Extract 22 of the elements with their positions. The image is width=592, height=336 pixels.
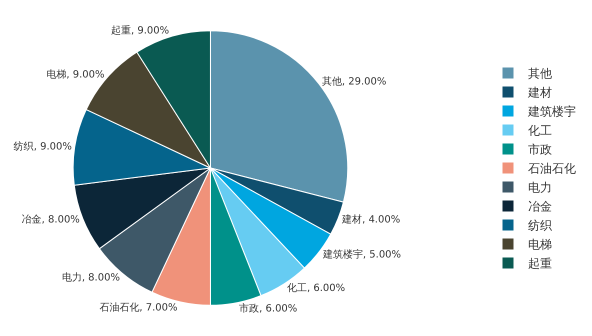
data-label: 纺织, 9.00%	[14, 140, 72, 152]
data-label: 石油石化, 7.00%	[99, 302, 178, 314]
data-label: 建筑楼宇, 5.00%	[322, 248, 402, 260]
data-label: 起重, 9.00%	[111, 24, 170, 37]
legend-label: 建材	[527, 86, 552, 100]
data-label: 化工, 6.00%	[287, 282, 346, 294]
legend-label: 纺织	[528, 218, 552, 233]
data-label: 市政, 6.00%	[239, 302, 298, 315]
data-label: 电梯, 9.00%	[46, 68, 104, 81]
legend-label: 电梯	[528, 238, 552, 252]
legend-label: 建筑楼宇	[527, 104, 576, 119]
data-label: 电力, 8.00%	[62, 271, 120, 284]
data-label: 冶金, 8.00%	[22, 213, 80, 226]
legend-label: 石油石化	[528, 162, 576, 176]
legend-label: 电力	[528, 180, 552, 195]
legend-label: 市政	[528, 142, 552, 157]
legend-label: 冶金	[528, 200, 552, 214]
data-label: 建材, 4.00%	[341, 213, 400, 226]
legend-label: 化工	[528, 124, 552, 138]
data-label: 其他, 29.00%	[322, 76, 386, 88]
legend-label: 其他	[528, 66, 552, 81]
legend-label: 起重	[528, 256, 552, 271]
